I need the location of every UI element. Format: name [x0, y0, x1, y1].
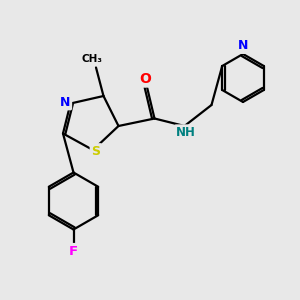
Text: CH₃: CH₃: [81, 54, 102, 64]
Text: O: O: [140, 72, 152, 86]
Text: S: S: [92, 145, 100, 158]
Text: F: F: [69, 245, 78, 258]
Text: N: N: [238, 39, 248, 52]
Text: NH: NH: [176, 126, 196, 139]
Text: N: N: [60, 95, 70, 109]
